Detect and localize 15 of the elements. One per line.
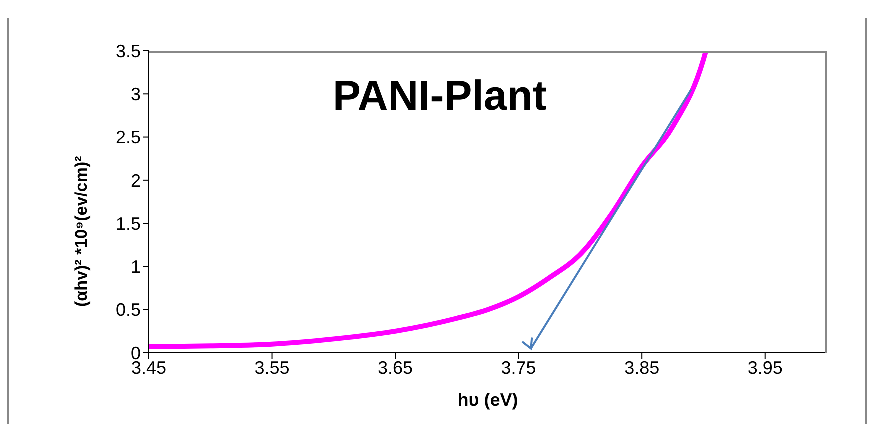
y-tick-label: 2.5	[116, 128, 141, 148]
y-tick-label: 2	[130, 170, 141, 191]
y-tick-label: 3	[130, 84, 141, 105]
x-tick-label: 3.95	[748, 358, 783, 378]
x-tick-label: 3.85	[624, 358, 660, 378]
x-tick-label: 3.65	[378, 358, 414, 378]
text: PANI-Plant	[333, 72, 547, 120]
y-tick-label: 3.5	[116, 41, 141, 62]
x-axis-title: hυ (eV)	[458, 390, 518, 410]
y-tick-label: 1	[130, 257, 141, 278]
x-tick-label: 3.55	[254, 358, 290, 378]
y-tick-label: 1.5	[116, 214, 141, 234]
y-tick-label: 0.5	[116, 300, 141, 320]
x-tick-label: 3.75	[501, 358, 536, 378]
y-axis-title: (αhv)² *10⁹(ev/cm)²	[72, 156, 92, 307]
